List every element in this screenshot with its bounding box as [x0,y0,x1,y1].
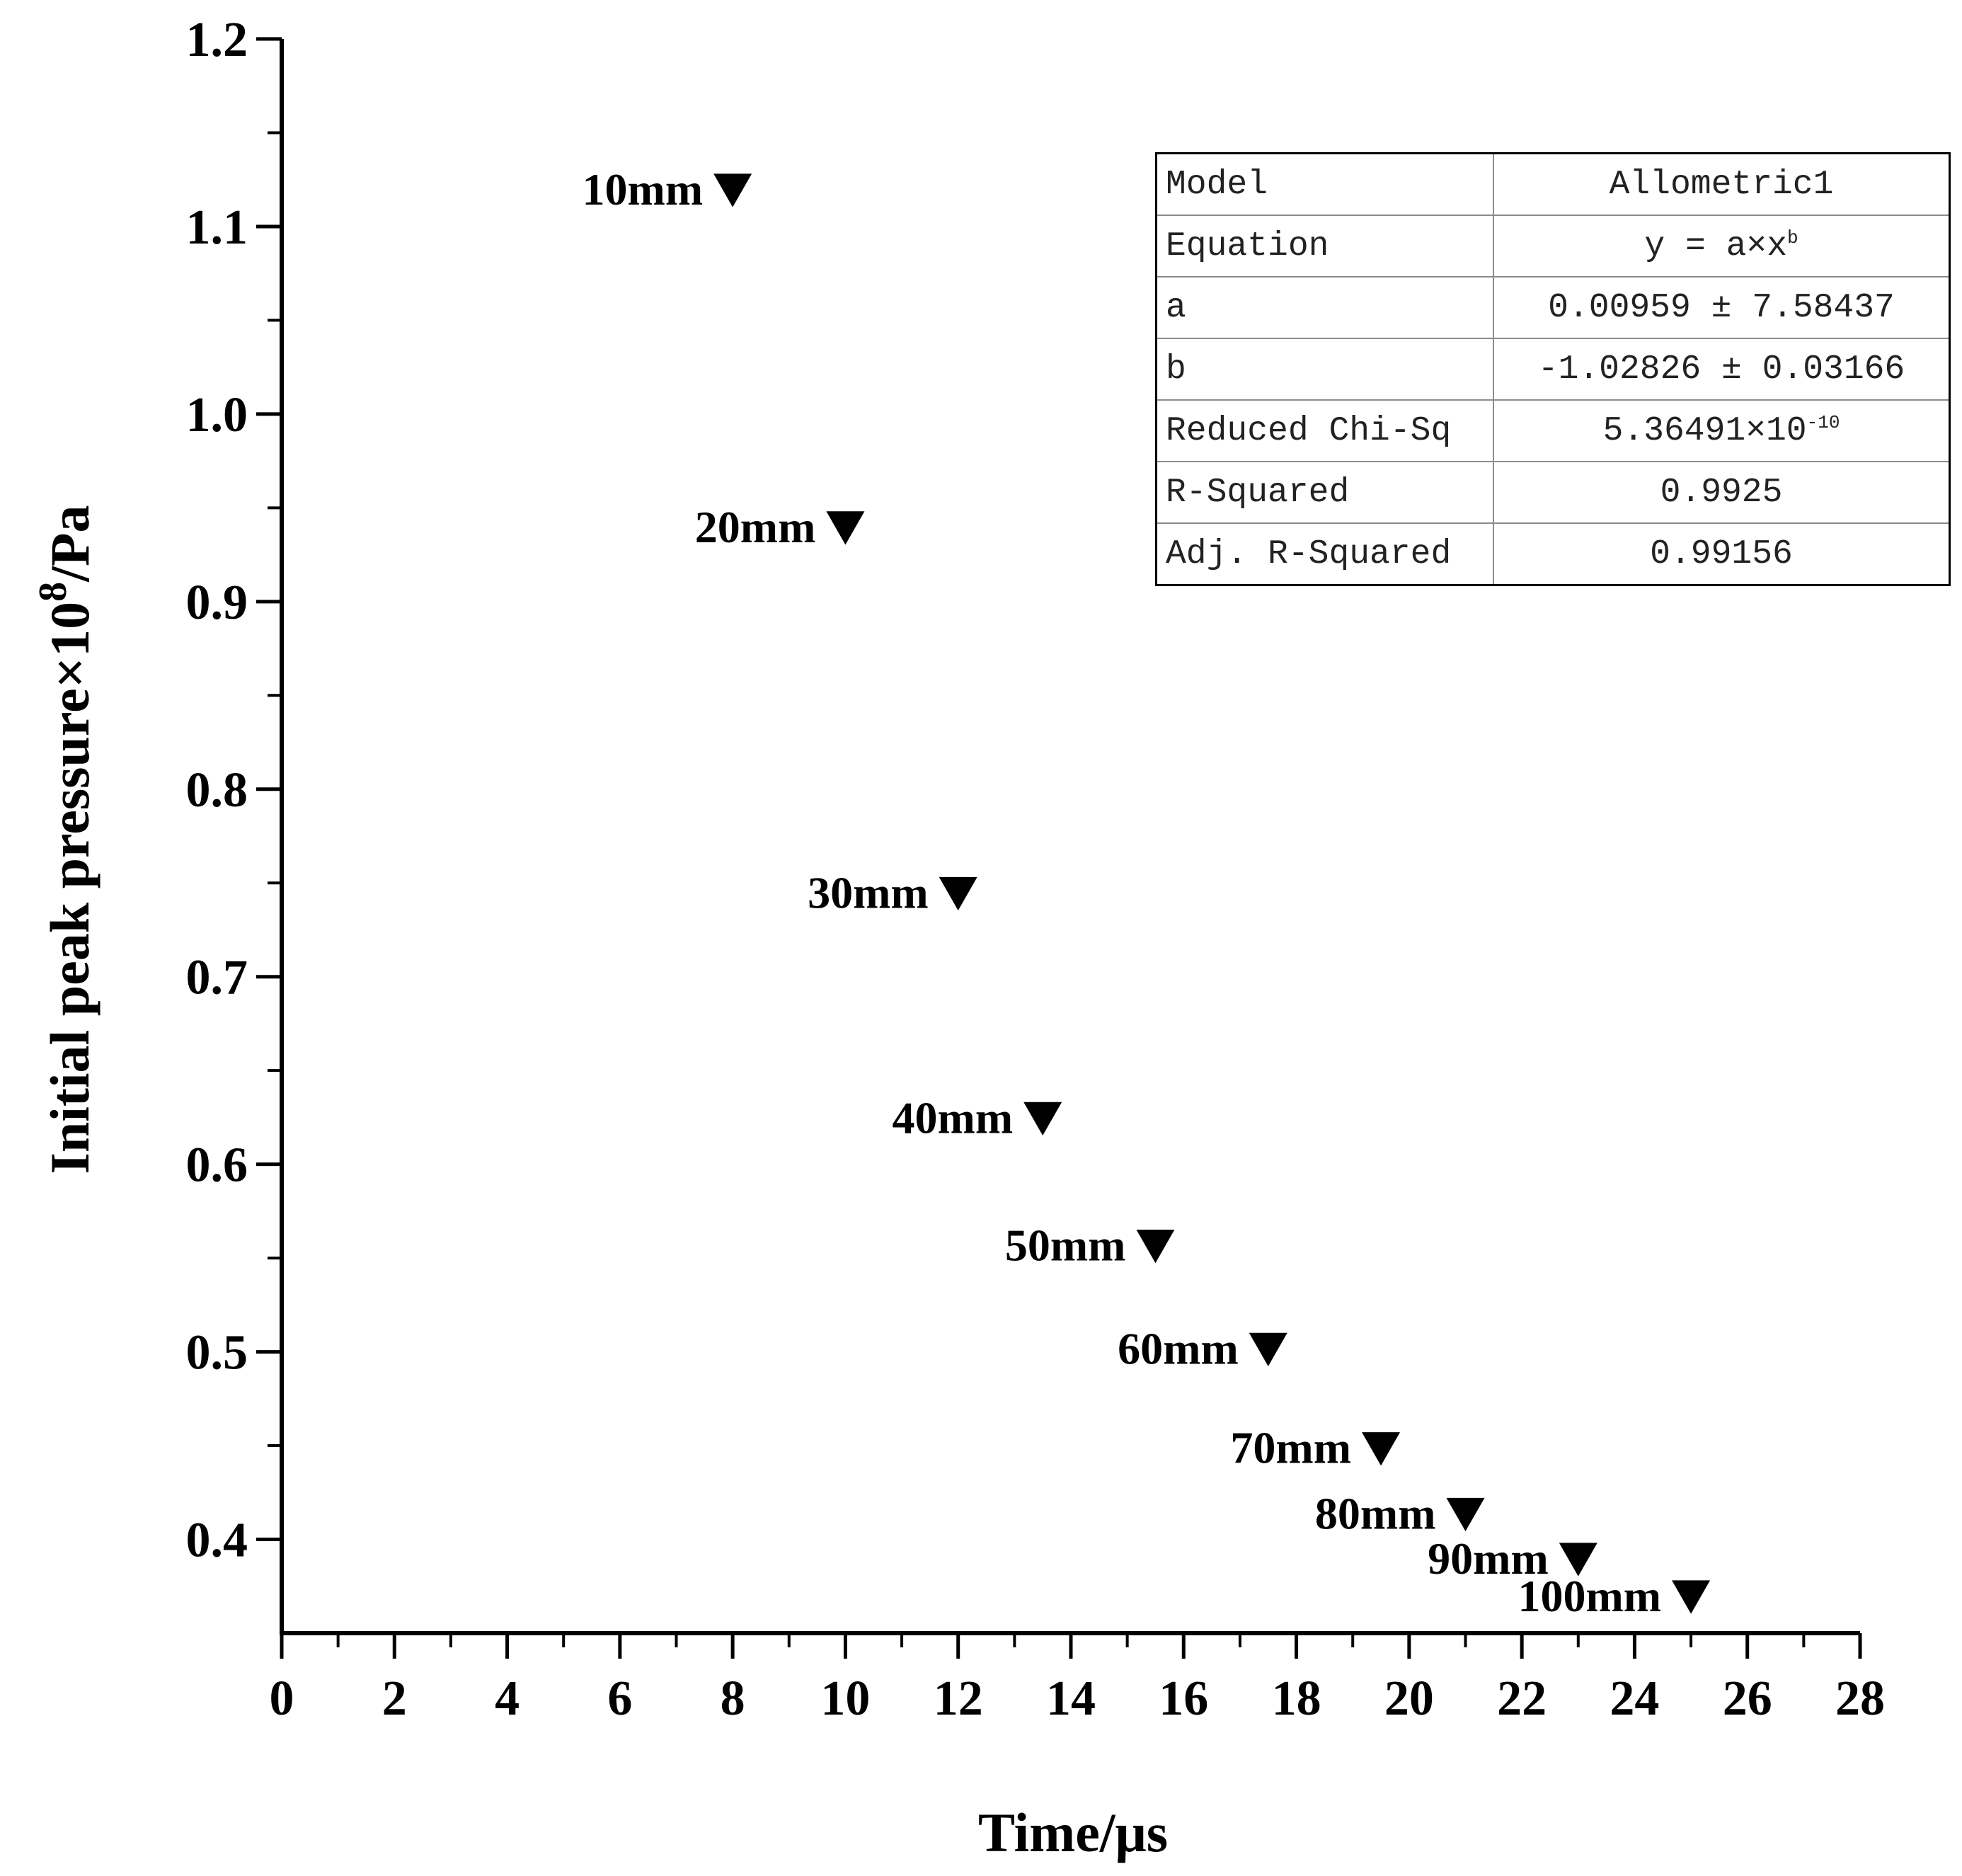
data-point-marker [939,876,977,911]
y-tick-label: 1.2 [186,13,248,67]
data-point-label: 100mm [1518,1571,1661,1621]
x-tick-label: 2 [382,1671,407,1726]
y-tick-label: 0.7 [186,951,248,1005]
data-point-label: 80mm [1315,1488,1436,1538]
fit-key-rsquared: R-Squared [1155,461,1494,524]
x-tick-label: 22 [1497,1671,1547,1726]
y-axis-title-main: Initial peak pressure×10 [39,602,101,1174]
data-point-label: 40mm [893,1092,1014,1143]
x-tick-label: 26 [1723,1671,1772,1726]
data-point-marker [1362,1432,1401,1466]
data-point-marker [1446,1497,1485,1532]
fit-row-rsquared: R-Squared 0.9925 [1155,461,1951,524]
y-tick-label: 1.1 [186,200,248,255]
x-tick-label: 10 [820,1671,870,1726]
y-tick-label: 0.6 [186,1138,248,1193]
data-point-marker [1249,1332,1287,1366]
fit-value-equation: y = a×x [1644,227,1788,265]
x-tick-label: 18 [1272,1671,1321,1726]
data-point-label: 30mm [808,867,929,917]
data-point-marker [713,173,752,207]
fit-value-a: 0.00959 ± 7.58437 [1493,276,1951,339]
fit-key-model: Model [1155,152,1494,216]
data-point-label: 90mm [1428,1533,1549,1584]
fit-value-chisq-cell: 5.36491×10-10 [1493,399,1951,462]
fit-value-equation-exponent: b [1787,227,1798,248]
x-tick-label: 14 [1046,1671,1096,1726]
x-tick-label: 4 [495,1671,520,1726]
data-point-marker [1136,1229,1175,1264]
data-point-label: 60mm [1118,1323,1239,1373]
fit-row-adj-rsquared: Adj. R-Squared 0.99156 [1155,522,1951,586]
data-point-label: 10mm [583,164,704,215]
y-tick-label: 1.0 [186,388,248,442]
x-tick-label: 12 [934,1671,983,1726]
x-tick-label: 16 [1159,1671,1208,1726]
fit-value-rsquared: 0.9925 [1493,461,1951,524]
fit-row-equation: Equation y = a×xb [1155,215,1951,278]
fit-row-model: Model Allometric1 [1155,152,1951,216]
fit-key-b: b [1155,338,1494,401]
fit-key-a: a [1155,276,1494,339]
data-point-marker [826,511,865,545]
fit-row-chisq: Reduced Chi-Sq 5.36491×10-10 [1155,399,1951,462]
axis-ticks: 0 2 4 6 8 10 12 14 16 18 20 22 24 26 280.40.50.60.70.8… [186,13,1886,1726]
data-point-marker [1672,1580,1711,1614]
data-point-label: 50mm [1005,1220,1126,1271]
fit-value-chisq-exponent: -10 [1806,411,1840,433]
x-tick-label: 0 [270,1671,294,1726]
y-tick-label: 0.4 [186,1514,248,1568]
y-tick-label: 0.9 [186,576,248,630]
y-tick-label: 0.8 [186,763,248,818]
y-tick-label: 0.5 [186,1326,248,1380]
fit-value-adj-rsquared: 0.99156 [1493,522,1951,586]
x-tick-label: 6 [607,1671,632,1726]
fit-value-model: Allometric1 [1493,152,1951,216]
fit-value-equation-cell: y = a×xb [1493,215,1951,278]
x-tick-label: 8 [721,1671,745,1726]
fit-key-equation: Equation [1155,215,1494,278]
data-point-label: 20mm [695,502,816,552]
x-tick-label: 20 [1384,1671,1434,1726]
y-axis-title-unit: /Pa [39,505,101,582]
y-axis-title-exponent: 8 [31,582,75,602]
x-tick-label: 28 [1835,1671,1885,1726]
data-point-marker [1559,1543,1597,1577]
data-point-label: 70mm [1230,1423,1351,1473]
data-points: 10mm 20mm 30mm 40mm 50mm 60mm 70mm 80mm90mm100m… [583,164,1711,1621]
data-point-marker [1023,1102,1062,1136]
fit-key-adj-rsquared: Adj. R-Squared [1155,522,1494,586]
fit-key-chisq: Reduced Chi-Sq [1155,399,1494,462]
fit-row-a: a 0.00959 ± 7.58437 [1155,276,1951,339]
y-axis-title: Initial peak pressure×108/Pa [31,505,101,1174]
x-axis-title: Time/μs [978,1802,1168,1863]
fit-row-b: b -1.02826 ± 0.03166 [1155,338,1951,401]
fit-value-b: -1.02826 ± 0.03166 [1493,338,1951,401]
fit-value-chisq: 5.36491×10 [1602,411,1807,450]
x-tick-label: 24 [1610,1671,1659,1726]
fit-results-table: Model Allometric1 Equation y = a×xb a 0.… [1155,152,1951,586]
